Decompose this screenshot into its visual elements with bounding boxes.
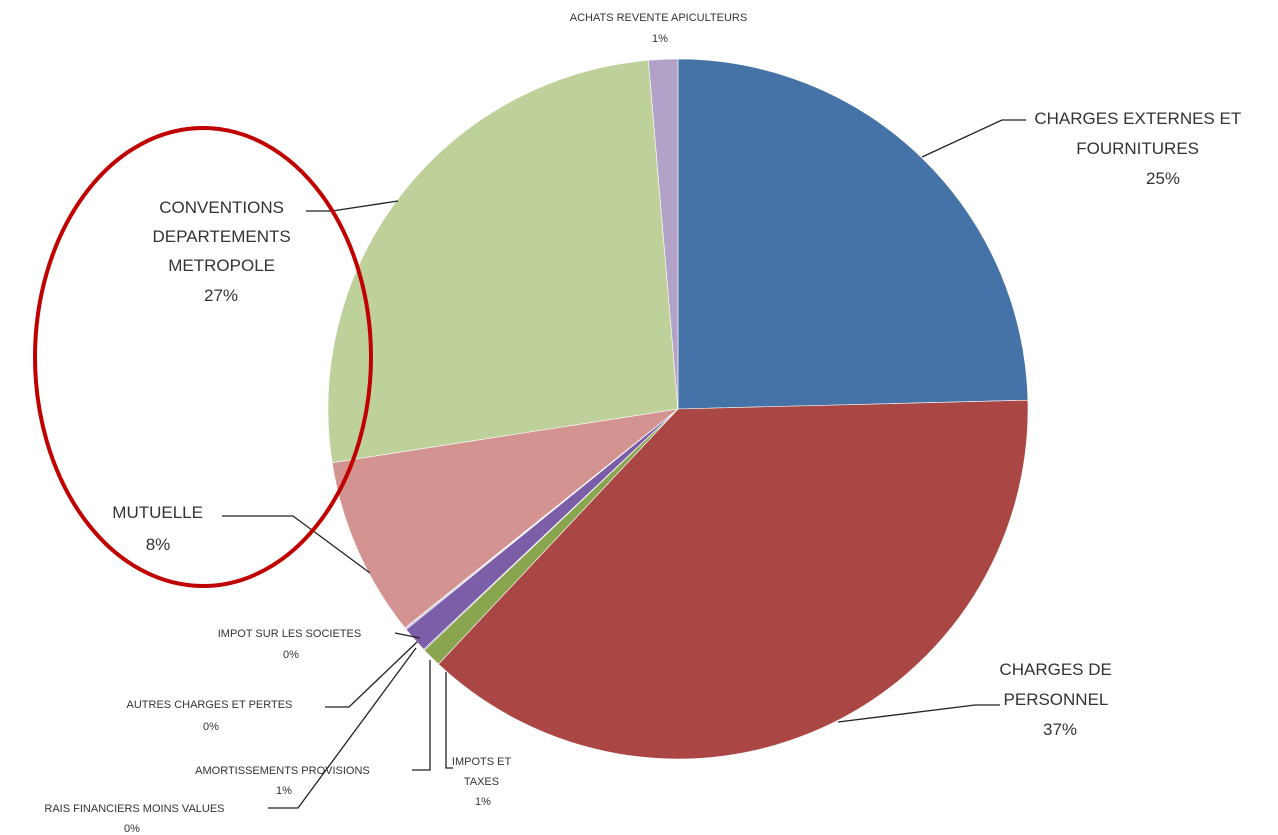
label-mutuelle-name: MUTUELLE <box>112 503 203 522</box>
pie-slice-charges-externes-et-fournitures <box>677 58 1029 410</box>
label-charges-personnel-pct: 37% <box>1043 720 1077 739</box>
pie-slices <box>327 58 1029 760</box>
leader-line-amortissements <box>412 660 431 771</box>
label-amortissements-name: AMORTISSEMENTS PROVISIONS <box>195 765 370 777</box>
label-autres-charges-pct: 0% <box>203 721 219 733</box>
label-conventions-line2: DEPARTEMENTS <box>153 227 291 246</box>
leader-line-charges-personnel <box>837 704 1000 723</box>
label-impot-societes: IMPOT SUR LES SOCIETES 0% <box>218 628 365 661</box>
leader-line-mutuelle <box>222 515 371 574</box>
label-impots-taxes-line1: IMPOTS ET <box>452 756 512 768</box>
label-charges-personnel-line1: CHARGES DE <box>999 660 1111 679</box>
label-impot-societes-name: IMPOT SUR LES SOCIETES <box>218 628 361 640</box>
pie-slice-charges-de-personnel <box>437 399 1029 760</box>
label-achats-revente-pct: 1% <box>652 33 668 45</box>
label-mutuelle: MUTUELLE 8% <box>112 503 207 554</box>
leader-line-impot-societes <box>394 632 421 639</box>
label-rais-financiers-pct: 0% <box>124 823 140 835</box>
label-conventions-line3: METROPOLE <box>168 256 275 275</box>
pie-slice-conventions-departements-metropole <box>327 59 679 464</box>
label-charges-personnel-line2: PERSONNEL <box>1004 690 1108 709</box>
label-rais-financiers: RAIS FINANCIERS MOINS VALUES 0% <box>44 803 227 835</box>
label-autres-charges-name: AUTRES CHARGES ET PERTES <box>127 699 293 711</box>
label-conventions: CONVENTIONS DEPARTEMENTS METROPOLE 27% <box>153 198 296 305</box>
label-charges-externes-line1: CHARGES EXTERNES ET <box>1034 109 1241 128</box>
label-charges-externes: CHARGES EXTERNES ET FOURNITURES 25% <box>1034 109 1245 188</box>
label-autres-charges: AUTRES CHARGES ET PERTES 0% <box>127 699 296 733</box>
leader-line-charges-externes <box>921 119 1026 158</box>
highlight-ellipse <box>33 126 373 588</box>
label-impot-societes-pct: 0% <box>283 649 299 661</box>
label-charges-externes-pct: 25% <box>1146 169 1180 188</box>
label-charges-externes-line2: FOURNITURES <box>1076 139 1199 158</box>
label-impots-taxes-line2: TAXES <box>464 776 499 788</box>
label-amortissements-pct: 1% <box>276 785 292 797</box>
leader-lines <box>222 119 1026 809</box>
label-conventions-pct: 27% <box>204 286 238 305</box>
label-mutuelle-pct: 8% <box>146 535 171 554</box>
leader-line-conventions <box>306 200 399 212</box>
label-impots-taxes-pct: 1% <box>475 796 491 808</box>
label-charges-personnel: CHARGES DE PERSONNEL 37% <box>999 660 1116 739</box>
leader-line-impots-taxes <box>445 672 453 769</box>
leader-line-autres-charges <box>325 641 418 708</box>
label-conventions-line1: CONVENTIONS <box>159 198 284 217</box>
leader-line-rais-financiers <box>268 647 417 809</box>
label-achats-revente-name: ACHATS REVENTE APICULTEURS <box>570 12 747 24</box>
label-rais-financiers-name: RAIS FINANCIERS MOINS VALUES <box>44 803 224 815</box>
pie-slice-mutuelle <box>331 408 680 629</box>
pie-slice-achats-revente-apiculteurs <box>648 58 679 410</box>
label-impots-taxes: IMPOTS ET TAXES 1% <box>452 756 514 808</box>
label-achats-revente: ACHATS REVENTE APICULTEURS 1% <box>570 12 751 45</box>
label-amortissements: AMORTISSEMENTS PROVISIONS 1% <box>195 765 373 797</box>
slice-labels: ACHATS REVENTE APICULTEURS 1% CHARGES EX… <box>44 12 1245 835</box>
